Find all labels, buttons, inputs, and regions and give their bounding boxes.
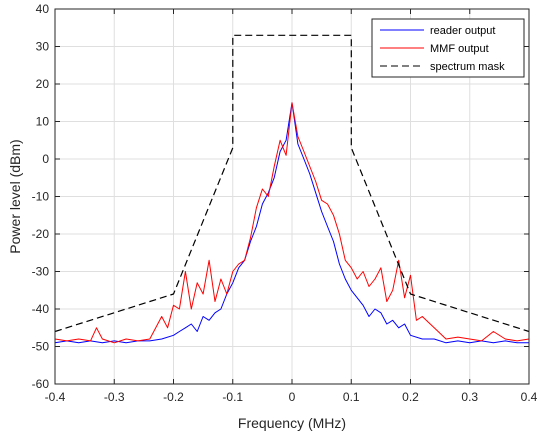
legend-label: reader output bbox=[430, 25, 495, 37]
series-line-mmf-output bbox=[54, 102, 530, 344]
y-tick-label: -20 bbox=[32, 227, 50, 241]
x-tick-label: -0.2 bbox=[163, 390, 184, 404]
y-tick-label: -60 bbox=[32, 377, 50, 391]
y-tick-label: -50 bbox=[32, 340, 50, 354]
grid bbox=[54, 8, 530, 385]
y-tick-label: 20 bbox=[36, 77, 50, 91]
y-tick-label: -30 bbox=[32, 265, 50, 279]
tick-labels: -0.4 -0.3 -0.2 -0.1 0 0.1 0.2 0.3 0.4 -60 -50 -40 -3… bbox=[32, 2, 537, 404]
y-tick-label: -10 bbox=[32, 190, 50, 204]
series-line-spectrum-mask bbox=[54, 34, 530, 333]
x-tick-label: 0.2 bbox=[402, 390, 419, 404]
x-axis-label: Frequency (MHz) bbox=[238, 415, 346, 431]
x-tick-label: -0.4 bbox=[45, 390, 66, 404]
y-tick-label: 30 bbox=[36, 40, 50, 54]
x-tick-label: 0.3 bbox=[461, 390, 478, 404]
y-tick-label: -40 bbox=[32, 302, 50, 316]
y-axis-label: Power level (dBm) bbox=[7, 139, 23, 253]
x-tick-label: 0.4 bbox=[521, 390, 537, 404]
legend-label: MMF output bbox=[430, 43, 489, 55]
series-layer bbox=[54, 34, 530, 344]
x-tick-label: 0.1 bbox=[343, 390, 360, 404]
x-tick-label: -0.3 bbox=[104, 390, 125, 404]
y-tick-label: 0 bbox=[42, 152, 49, 166]
legend-label: spectrum mask bbox=[430, 61, 505, 73]
y-tick-label: 40 bbox=[36, 2, 50, 16]
ticks bbox=[54, 8, 530, 385]
y-tick-label: 10 bbox=[36, 115, 50, 129]
legend: reader output MMF output spectrum mask bbox=[371, 18, 525, 78]
x-tick-label: -0.1 bbox=[222, 390, 243, 404]
x-tick-label: 0 bbox=[289, 390, 296, 404]
